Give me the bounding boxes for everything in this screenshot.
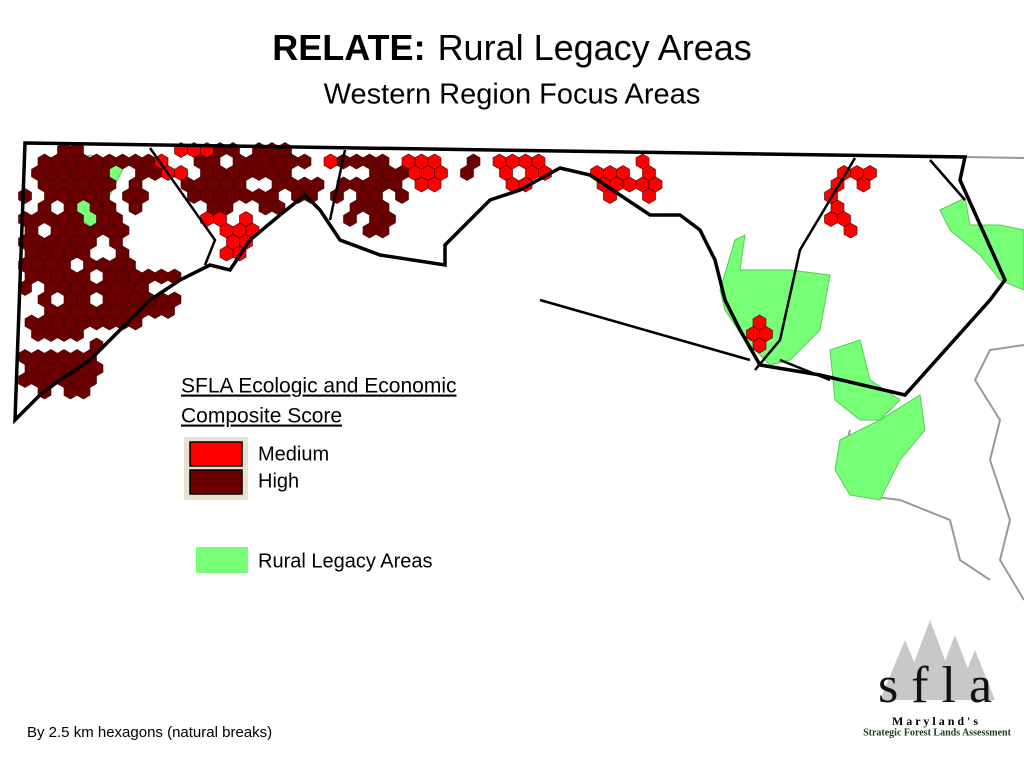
hexagon: [76, 383, 91, 400]
hexagon: [70, 326, 84, 342]
logo-trees: [880, 620, 995, 700]
legend-swatch: [189, 469, 243, 495]
legend-swatch: [189, 441, 243, 467]
legend-title: SFLA Ecologic and Economic: [181, 375, 456, 398]
hexagon: [642, 188, 656, 204]
legacy-area: [834, 394, 926, 501]
hexagon: [427, 176, 442, 193]
hexagon: [375, 222, 390, 239]
hexagon: [161, 303, 175, 319]
county-boundary: [148, 147, 966, 382]
title: RELATE: Rural Legacy Areas: [272, 27, 752, 68]
subtitle: Western Region Focus Areas: [324, 79, 701, 111]
hexagon: [297, 153, 312, 170]
legacy-area: [829, 339, 901, 421]
legend-label: Medium: [258, 443, 329, 465]
logo-letters: s f l a: [878, 657, 992, 714]
title-bold: RELATE:: [272, 27, 425, 68]
hexagon: [460, 165, 474, 181]
legacy-area: [939, 197, 1024, 291]
hexagon: [843, 222, 858, 239]
footnote: By 2.5 km hexagons (natural breaks): [27, 724, 272, 741]
hexagon: [128, 199, 143, 216]
hexagon: [395, 188, 409, 204]
logo-maryland: M a r y l a n d ' s: [892, 714, 978, 728]
hexagon: [856, 176, 871, 193]
hexagon: [323, 153, 338, 170]
hexagon: [349, 153, 364, 170]
title-main: Rural Legacy Areas: [438, 27, 752, 68]
hexagon: [752, 337, 767, 354]
legend-label: Rural Legacy Areas: [258, 550, 433, 572]
hexagon: [343, 211, 357, 227]
hexagon: [154, 268, 169, 285]
logo-name: Strategic Forest Lands Assessment: [863, 727, 1012, 738]
legend-title: Composite Score: [181, 405, 342, 428]
neighbor-boundary: [964, 156, 1024, 601]
legend-swatch: [196, 547, 248, 573]
legend-label: High: [258, 470, 299, 492]
hexagon: [115, 153, 130, 170]
